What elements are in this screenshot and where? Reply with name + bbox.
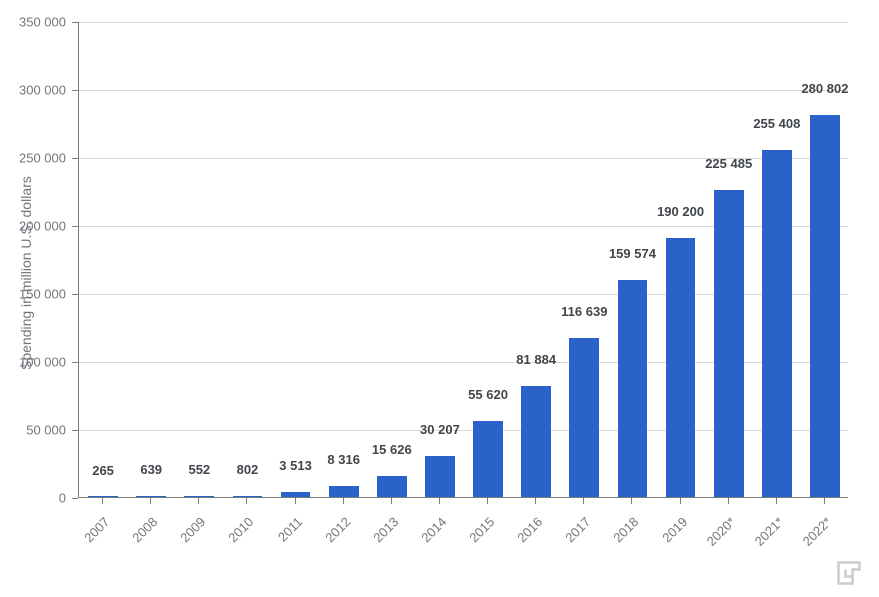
x-tick-label: 2015 bbox=[466, 514, 497, 545]
bar[interactable] bbox=[425, 456, 455, 497]
x-tick-mark bbox=[343, 498, 344, 504]
x-tick-label: 2007 bbox=[81, 514, 112, 545]
x-tick-label: 2008 bbox=[129, 514, 160, 545]
y-tick-mark bbox=[72, 226, 78, 227]
bar-value-label: 225 485 bbox=[705, 156, 752, 171]
y-tick-label: 350 000 bbox=[0, 15, 66, 30]
x-tick-mark bbox=[295, 498, 296, 504]
y-tick-mark bbox=[72, 498, 78, 499]
x-tick-label: 2009 bbox=[178, 514, 209, 545]
y-tick-label: 300 000 bbox=[0, 83, 66, 98]
bar-value-label: 280 802 bbox=[801, 81, 848, 96]
bar-value-label: 30 207 bbox=[420, 422, 460, 437]
x-tick-mark bbox=[198, 498, 199, 504]
x-tick-mark bbox=[583, 498, 584, 504]
x-tick-label: 2021* bbox=[751, 514, 786, 549]
bar[interactable] bbox=[329, 486, 359, 497]
x-tick-label: 2013 bbox=[370, 514, 401, 545]
x-tick-label: 2012 bbox=[322, 514, 353, 545]
y-tick-mark bbox=[72, 158, 78, 159]
y-tick-mark bbox=[72, 90, 78, 91]
grid-line bbox=[79, 90, 848, 91]
bar[interactable] bbox=[810, 115, 840, 497]
bar-value-label: 552 bbox=[188, 462, 210, 477]
x-tick-mark bbox=[391, 498, 392, 504]
bar-value-label: 639 bbox=[140, 462, 162, 477]
bar[interactable] bbox=[521, 386, 551, 497]
x-tick-mark bbox=[150, 498, 151, 504]
statista-watermark-icon bbox=[835, 559, 863, 587]
bar[interactable] bbox=[184, 496, 214, 497]
bar[interactable] bbox=[281, 492, 311, 497]
grid-line bbox=[79, 22, 848, 23]
x-tick-mark bbox=[439, 498, 440, 504]
y-tick-mark bbox=[72, 22, 78, 23]
bar-value-label: 159 574 bbox=[609, 246, 656, 261]
x-tick-label: 2011 bbox=[274, 514, 304, 544]
bar-value-label: 190 200 bbox=[657, 204, 704, 219]
y-axis-title: Spending in million U.S. dollars bbox=[18, 176, 34, 370]
x-tick-mark bbox=[246, 498, 247, 504]
y-tick-label: 150 000 bbox=[0, 287, 66, 302]
x-tick-label: 2014 bbox=[418, 514, 449, 545]
x-tick-label: 2016 bbox=[514, 514, 545, 545]
x-tick-label: 2017 bbox=[563, 514, 594, 545]
y-tick-label: 100 000 bbox=[0, 355, 66, 370]
bar[interactable] bbox=[473, 421, 503, 497]
x-tick-mark bbox=[631, 498, 632, 504]
y-tick-mark bbox=[72, 294, 78, 295]
bar-value-label: 55 620 bbox=[468, 387, 508, 402]
bar-value-label: 81 884 bbox=[516, 352, 556, 367]
y-tick-label: 0 bbox=[0, 491, 66, 506]
bar[interactable] bbox=[233, 496, 263, 497]
x-tick-mark bbox=[535, 498, 536, 504]
x-tick-mark bbox=[102, 498, 103, 504]
bar-value-label: 255 408 bbox=[753, 116, 800, 131]
y-tick-label: 250 000 bbox=[0, 151, 66, 166]
x-tick-label: 2019 bbox=[659, 514, 690, 545]
y-tick-label: 50 000 bbox=[0, 423, 66, 438]
x-tick-label: 2018 bbox=[611, 514, 642, 545]
bar[interactable] bbox=[88, 496, 118, 497]
bar[interactable] bbox=[377, 476, 407, 497]
bar[interactable] bbox=[666, 238, 696, 497]
y-tick-mark bbox=[72, 430, 78, 431]
plot-area: 265 639 552 802 3 513 8 316 15 626 30 207 55 620… bbox=[78, 22, 848, 498]
x-tick-label: 2020* bbox=[703, 514, 738, 549]
bar[interactable] bbox=[714, 190, 744, 497]
bar[interactable] bbox=[136, 496, 166, 497]
bar-value-label: 116 639 bbox=[561, 304, 607, 319]
x-tick-label: 2010 bbox=[226, 514, 257, 545]
bar-value-label: 15 626 bbox=[372, 442, 412, 457]
x-tick-label: 2022* bbox=[800, 514, 835, 549]
x-tick-mark bbox=[824, 498, 825, 504]
spending-bar-chart: Spending in million U.S. dollars 265 639 5… bbox=[0, 0, 879, 597]
bar[interactable] bbox=[569, 338, 599, 497]
y-tick-mark bbox=[72, 362, 78, 363]
bar-value-label: 3 513 bbox=[279, 458, 312, 473]
x-tick-mark bbox=[487, 498, 488, 504]
x-tick-mark bbox=[680, 498, 681, 504]
bar-value-label: 8 316 bbox=[327, 452, 360, 467]
bar[interactable] bbox=[762, 150, 792, 497]
y-tick-label: 200 000 bbox=[0, 219, 66, 234]
bar-value-label: 265 bbox=[92, 463, 114, 478]
bar[interactable] bbox=[618, 280, 648, 497]
x-tick-mark bbox=[728, 498, 729, 504]
x-tick-mark bbox=[776, 498, 777, 504]
bar-value-label: 802 bbox=[237, 462, 259, 477]
